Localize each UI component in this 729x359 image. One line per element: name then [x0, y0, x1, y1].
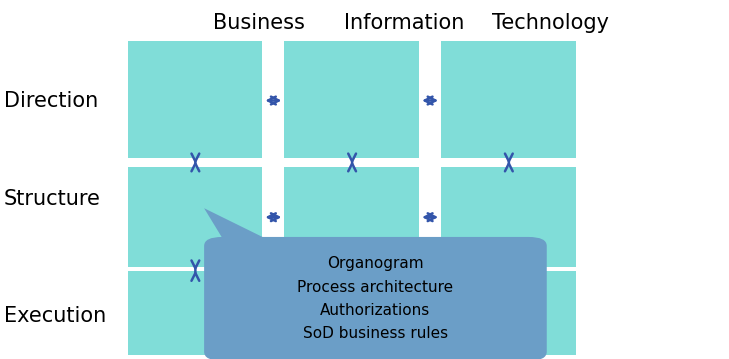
FancyBboxPatch shape	[284, 271, 419, 355]
FancyBboxPatch shape	[441, 167, 576, 267]
Polygon shape	[204, 208, 277, 244]
FancyBboxPatch shape	[284, 41, 419, 158]
Text: Direction: Direction	[4, 90, 98, 111]
FancyBboxPatch shape	[441, 41, 576, 158]
Text: Information: Information	[344, 13, 465, 33]
Text: Structure: Structure	[4, 189, 101, 209]
FancyBboxPatch shape	[128, 167, 262, 267]
FancyBboxPatch shape	[284, 167, 419, 267]
FancyBboxPatch shape	[204, 237, 547, 359]
Text: Organogram
Process architecture
Authorizations
SoD business rules: Organogram Process architecture Authoriz…	[297, 256, 453, 341]
Text: Business: Business	[213, 13, 305, 33]
Text: Execution: Execution	[4, 306, 106, 326]
Text: Technology: Technology	[492, 13, 609, 33]
FancyBboxPatch shape	[441, 271, 576, 355]
FancyBboxPatch shape	[128, 271, 262, 355]
FancyBboxPatch shape	[128, 41, 262, 158]
